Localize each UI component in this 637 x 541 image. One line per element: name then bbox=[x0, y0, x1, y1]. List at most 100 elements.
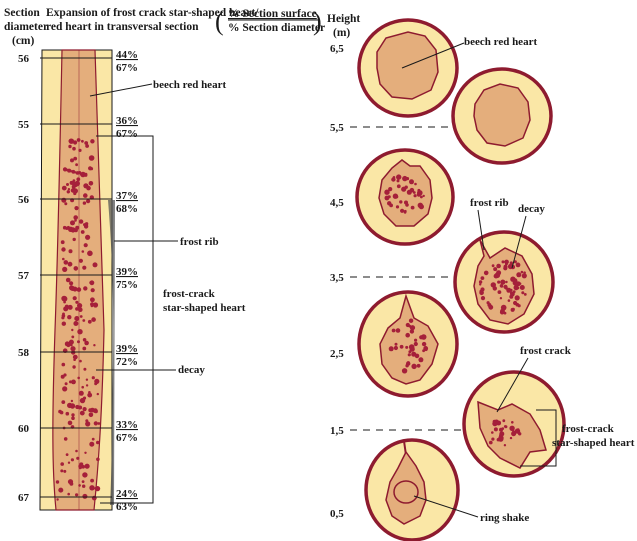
decay-spot bbox=[89, 485, 95, 491]
decay-spot bbox=[71, 379, 76, 385]
stem-section-diameter-pct: 67% bbox=[116, 432, 138, 444]
decay-spot bbox=[93, 421, 98, 426]
decay-spot bbox=[387, 201, 392, 206]
decay-spot bbox=[64, 382, 68, 386]
cross-0-5-ring-shake bbox=[393, 480, 419, 504]
stem-frost-crack-label-1: frost-crack bbox=[163, 288, 216, 300]
decay-spot bbox=[60, 240, 65, 245]
decay-spot bbox=[79, 410, 85, 416]
decay-spot bbox=[65, 453, 69, 456]
stem-decay-spots bbox=[55, 138, 101, 501]
decay-spot bbox=[76, 456, 80, 460]
decay-spot bbox=[75, 163, 78, 167]
cross-ring-shake-leader bbox=[413, 495, 479, 518]
decay-spot bbox=[420, 334, 427, 340]
header: Section diameter (cm) Expansion of frost… bbox=[4, 7, 360, 47]
decay-spot bbox=[64, 202, 68, 206]
decay-spot bbox=[420, 195, 423, 199]
decay-spot bbox=[510, 264, 516, 270]
decay-spot bbox=[500, 284, 504, 288]
decay-spot bbox=[86, 185, 91, 191]
decay-spot bbox=[94, 382, 98, 386]
decay-spot bbox=[81, 250, 85, 253]
decay-spot bbox=[523, 271, 526, 275]
decay-spot bbox=[75, 493, 79, 497]
decay-spot bbox=[61, 185, 67, 191]
stem-frost-rib bbox=[108, 200, 115, 505]
stem-section-surface-pct: 37% bbox=[116, 190, 138, 202]
decay-spot bbox=[69, 281, 74, 286]
decay-spot bbox=[516, 272, 522, 278]
decay-spot bbox=[510, 291, 515, 297]
decay-spot bbox=[391, 328, 396, 333]
decay-spot bbox=[399, 200, 403, 204]
decay-spot bbox=[73, 215, 78, 220]
decay-spot bbox=[62, 266, 68, 272]
decay-spot bbox=[78, 219, 84, 224]
decay-spot bbox=[396, 184, 401, 189]
decay-spot bbox=[89, 280, 95, 286]
decay-spot bbox=[79, 359, 82, 363]
cross-ring-shake-label: ring shake bbox=[480, 512, 529, 524]
decay-spot bbox=[523, 293, 527, 296]
decay-spot bbox=[74, 316, 80, 321]
decay-spot bbox=[518, 432, 522, 436]
decay-spot bbox=[414, 182, 417, 186]
decay-spot bbox=[67, 188, 71, 191]
decay-spot bbox=[89, 167, 94, 171]
cross-section-4-5m bbox=[355, 148, 455, 246]
decay-spot bbox=[96, 457, 100, 462]
decay-spot bbox=[405, 332, 411, 338]
decay-spot bbox=[77, 340, 80, 344]
decay-spot bbox=[501, 260, 505, 264]
decay-spot bbox=[421, 341, 427, 347]
decay-spot bbox=[76, 287, 82, 292]
stem-decay-label: decay bbox=[178, 364, 205, 376]
decay-spot bbox=[63, 260, 69, 265]
decay-spot bbox=[78, 466, 82, 470]
decay-spot bbox=[424, 347, 428, 352]
stem-section-surface-pct: 39% bbox=[116, 343, 138, 355]
decay-spot bbox=[499, 297, 503, 300]
decay-spot bbox=[491, 264, 495, 268]
decay-spot bbox=[88, 181, 94, 186]
cross-5-5-heartwood bbox=[473, 83, 531, 147]
expansion-label-line1: Expansion of frost crack star-shaped hea… bbox=[46, 7, 259, 19]
decay-spot bbox=[521, 273, 527, 279]
stem-labels: beech red heart frost rib frost-crack st… bbox=[89, 79, 246, 376]
decay-spot bbox=[66, 190, 71, 194]
decay-spot bbox=[72, 354, 78, 360]
decay-spot bbox=[85, 384, 89, 387]
decay-spot bbox=[409, 187, 415, 193]
stem bbox=[39, 49, 115, 511]
decay-spot bbox=[92, 262, 98, 268]
decay-spot bbox=[82, 484, 86, 488]
decay-spot bbox=[479, 289, 483, 294]
height-tick-6-5: 6,5 bbox=[330, 43, 344, 55]
decay-spot bbox=[73, 358, 76, 362]
cross-4-5-decay bbox=[384, 174, 425, 214]
decay-spot bbox=[490, 282, 496, 288]
stem-heartwood bbox=[52, 49, 105, 511]
stem-section-surface-pct: 44% bbox=[116, 49, 138, 61]
decay-spot bbox=[479, 283, 482, 286]
decay-spot bbox=[64, 168, 68, 172]
decay-spot bbox=[90, 139, 95, 144]
decay-spot bbox=[491, 431, 494, 434]
decay-spot bbox=[409, 325, 416, 331]
section-label-line2: diameter bbox=[4, 21, 48, 33]
decay-spot bbox=[67, 420, 73, 426]
decay-spot bbox=[85, 144, 89, 148]
decay-spot bbox=[81, 480, 85, 483]
decay-spot bbox=[516, 281, 521, 287]
decay-spot bbox=[71, 184, 76, 189]
decay-spot bbox=[62, 312, 65, 316]
cross-decay-leader bbox=[511, 215, 527, 269]
decay-spot bbox=[78, 307, 83, 313]
decay-spot bbox=[492, 421, 498, 427]
decay-spot bbox=[72, 146, 76, 151]
decay-spot bbox=[83, 224, 89, 229]
decay-spot bbox=[56, 498, 59, 501]
decay-spot bbox=[69, 343, 73, 347]
decay-spot bbox=[71, 181, 76, 186]
